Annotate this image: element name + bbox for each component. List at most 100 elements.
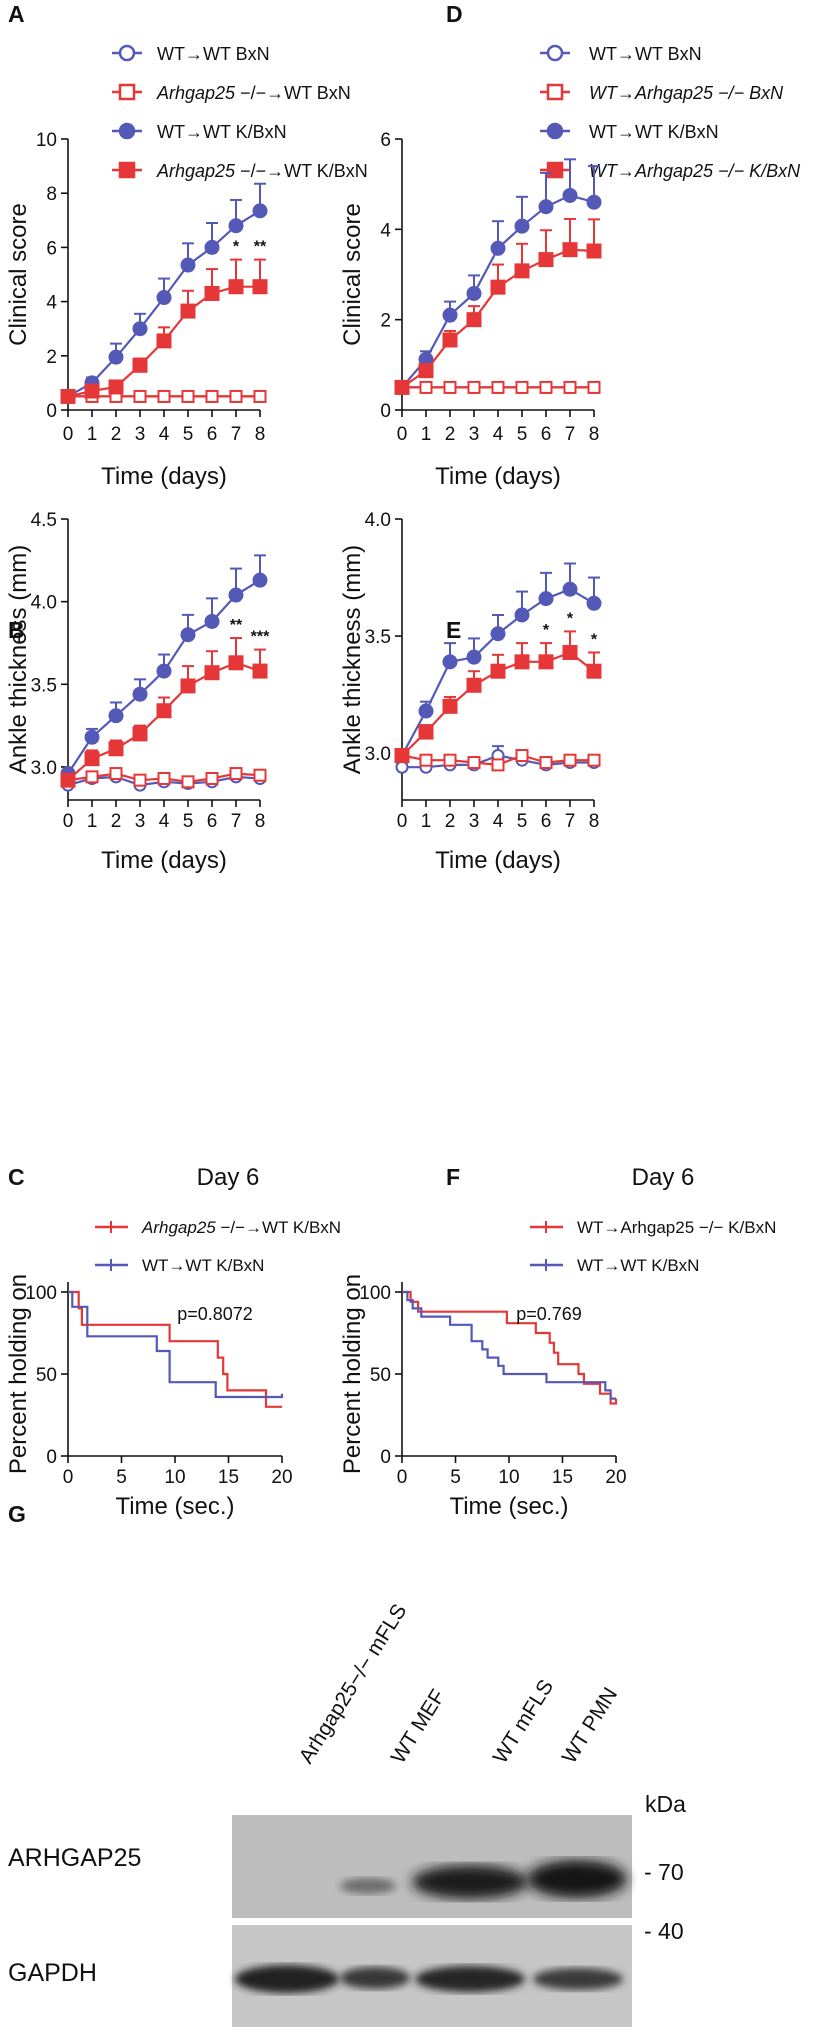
series-4 [60, 637, 268, 788]
data-point [132, 321, 148, 337]
data-point [204, 665, 220, 681]
x-tick-label: 0 [63, 1467, 74, 1488]
x-tick-label: 0 [397, 1467, 408, 1488]
legend-c-item-1: Arhgap25 −/−→WT K/BxN [141, 1218, 341, 1237]
x-tick-label: 6 [207, 424, 218, 445]
x-axis-title: Time (days) [101, 463, 227, 490]
x-tick-label: 1 [87, 811, 98, 832]
x-tick-label: 2 [111, 811, 122, 832]
data-point [491, 758, 505, 772]
legend-d-item-1: WT→WT BxN [589, 44, 702, 64]
legend-marker-open-circle [546, 44, 564, 62]
data-point [443, 753, 457, 767]
data-point [514, 654, 530, 670]
x-tick-label: 0 [63, 811, 74, 832]
data-point [180, 678, 196, 694]
y-tick-label: 0 [46, 1447, 57, 1468]
x-tick-label: 0 [63, 424, 74, 445]
data-point [228, 655, 244, 671]
panel-letter-e: E [446, 617, 461, 643]
x-tick-label: 5 [450, 1467, 461, 1488]
data-point [586, 663, 602, 679]
data-point [443, 380, 457, 394]
data-point [562, 581, 578, 597]
data-point [133, 389, 147, 403]
data-point [515, 749, 529, 763]
blot-lane-2: WT MEF [387, 1686, 450, 1768]
x-tick-label: 6 [541, 424, 552, 445]
x-tick-label: 7 [565, 811, 576, 832]
blot-marker-70: - 70 [644, 1859, 684, 1885]
x-tick-label: 2 [445, 811, 456, 832]
significance-label: ** [254, 239, 267, 256]
x-tick-label: 8 [255, 811, 266, 832]
panel-letter-g: G [8, 1501, 26, 1527]
data-point [205, 772, 219, 786]
data-point [515, 380, 529, 394]
x-tick-label: 0 [397, 424, 408, 445]
x-tick-label: 2 [111, 424, 122, 445]
legend-a-item-1: WT→WT BxN [157, 44, 270, 64]
data-point [442, 698, 458, 714]
x-tick-label: 6 [541, 811, 552, 832]
series-2 [395, 380, 601, 394]
data-point [180, 627, 196, 643]
data-point [60, 772, 76, 788]
y-tick-label: 4.5 [31, 510, 57, 531]
x-tick-label: 4 [493, 424, 504, 445]
blot-row-label-gapdh: GAPDH [8, 1959, 97, 1987]
y-tick-label: 100 [359, 1283, 391, 1304]
data-point [132, 726, 148, 742]
data-point [253, 768, 267, 782]
data-point [132, 686, 148, 702]
data-point [395, 760, 409, 774]
y-tick-label: 10 [36, 130, 57, 151]
data-point [586, 243, 602, 259]
significance-label: * [567, 610, 574, 627]
data-point [228, 587, 244, 603]
legend-a-item-3: WT→WT K/BxN [157, 122, 287, 142]
panel-letter-d: D [446, 1, 463, 27]
blot-band [527, 1860, 627, 1898]
legend-d: WT→WT BxN WT→Arhgap25 −/− BxN WT→WT K/Bx… [540, 44, 801, 181]
x-axis-title: Time (days) [101, 847, 227, 874]
data-point [157, 772, 171, 786]
panel-letter-b: B [8, 617, 25, 643]
legend-marker-open-circle [118, 44, 136, 62]
x-tick-label: 6 [207, 811, 218, 832]
legend-marker-filled-circle [546, 122, 564, 140]
y-tick-label: 4 [380, 220, 391, 241]
blot-band [340, 1878, 396, 1894]
x-axis-title: Time (days) [435, 847, 561, 874]
y-tick-label: 0 [380, 1447, 391, 1468]
data-point [252, 203, 268, 219]
x-tick-label: 10 [498, 1467, 519, 1488]
data-point [181, 389, 195, 403]
series-3 [60, 182, 268, 404]
legend-marker-filled-circle [118, 122, 136, 140]
data-point [180, 303, 196, 319]
significance-label: * [591, 631, 598, 648]
x-tick-label: 4 [159, 811, 170, 832]
data-point [539, 756, 553, 770]
x-tick-label: 15 [218, 1467, 239, 1488]
significance-label: ** [230, 617, 243, 634]
y-tick-label: 100 [25, 1283, 57, 1304]
x-tick-label: 0 [397, 811, 408, 832]
data-point [563, 380, 577, 394]
data-point [108, 708, 124, 724]
km-curve-2 [402, 1290, 616, 1400]
significance-label: * [543, 622, 550, 639]
data-point [204, 613, 220, 629]
data-point [490, 279, 506, 295]
y-axis-title: Ankle thickness (mm) [339, 545, 366, 774]
data-point [514, 607, 530, 623]
data-point [467, 380, 481, 394]
data-point [156, 703, 172, 719]
legend-a: WT→WT BxN Arhgap25 −/−→WT BxN WT→WT K/Bx… [112, 44, 368, 181]
x-tick-label: 5 [517, 811, 528, 832]
data-point [490, 626, 506, 642]
y-tick-label: 6 [380, 130, 391, 151]
y-tick-label: 6 [46, 238, 57, 259]
